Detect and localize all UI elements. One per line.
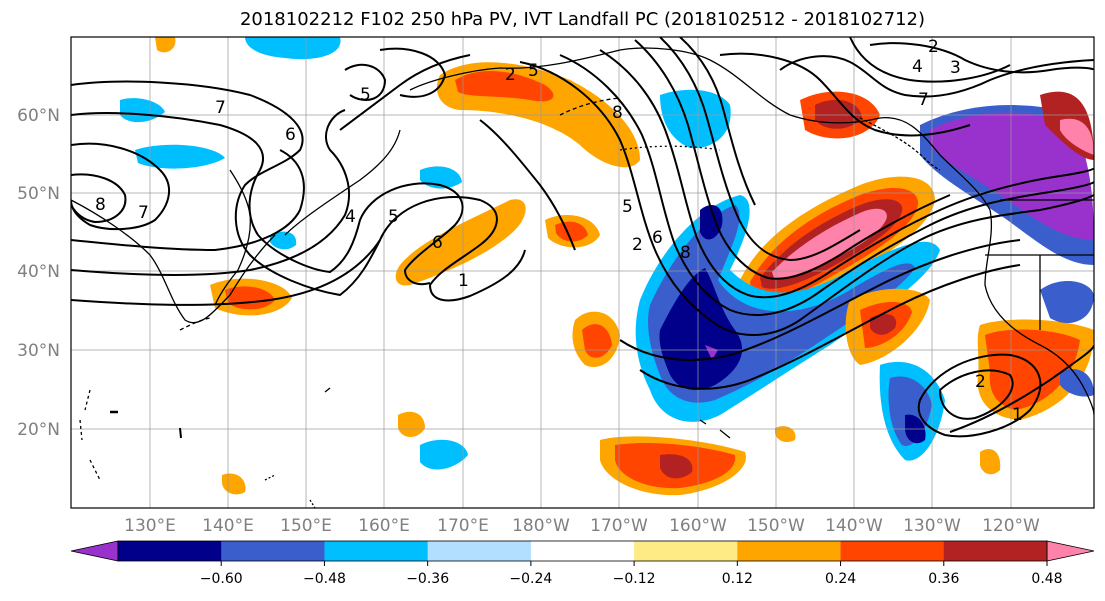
lon-label: 120°W [982,516,1040,536]
contour-labels: 7 6 8 7 5 4 5 6 1 5 2 8 5 2 6 8 2 3 7 4 … [95,37,1023,425]
lon-label: 130°E [124,516,176,536]
map-frame [70,36,1095,509]
lon-label: 150°W [747,516,805,536]
map-plot-area: 7 6 8 7 5 4 5 6 1 5 2 8 5 2 6 8 2 3 7 4 … [71,37,1094,508]
colorbar: −0.60 −0.48 −0.36 −0.24 −0.12 0.12 0.24 0.36 0.4… [70,540,1095,587]
lon-label: 150°E [280,516,332,536]
asia-coast [71,199,276,324]
contour-label: 8 [680,243,691,263]
contour-label: 5 [528,61,539,81]
colorbar-cell [324,541,429,561]
colorbar-tick-label: 0.36 [928,571,959,587]
colorbar-tick-label: −0.48 [303,571,346,587]
contour-label: 2 [928,37,939,57]
colorbar-tick-label: −0.24 [509,571,552,587]
contour-label: 6 [285,125,296,145]
colorbar-cell [943,541,1048,561]
contour-label: 3 [950,58,961,78]
colorbar-tick-label: −0.12 [613,571,656,587]
lon-label: 170°W [590,516,648,536]
contour-label: 4 [912,57,923,77]
colorbar-cell [737,541,842,561]
colorbar-cell [530,541,635,561]
colorbar-extend-max [1046,540,1095,562]
contour-label: 5 [622,197,633,217]
colorbar-cell [634,541,738,561]
contour-label: 6 [432,233,443,253]
lon-label: 160°W [669,516,727,536]
contour-label: 7 [215,98,226,118]
contour-label: 6 [652,228,663,248]
lon-label: 140°E [202,516,254,536]
colorbar-extend-min [70,540,119,562]
lat-label: 50°N [17,184,60,204]
colorbar-tick-label: −0.60 [200,571,243,587]
lat-label: 30°N [17,341,60,361]
contour-label: 2 [505,65,516,85]
contour-label: 2 [632,235,643,255]
contour-label: 4 [345,207,356,227]
latitude-labels: 60°N 50°N 40°N 30°N 20°N [17,106,60,440]
longitude-labels: 130°E 140°E 150°E 160°E 170°E 180°W 170°… [124,516,1040,536]
lon-label: 170°E [437,516,489,536]
colorbar-tick-label: 0.48 [1031,571,1062,587]
lon-label: 140°W [825,516,883,536]
lat-label: 20°N [17,420,60,440]
contour-label: 2 [975,372,986,392]
map-title: 2018102212 F102 250 hPa PV, IVT Landfall… [239,9,926,30]
contour-label: 7 [138,203,149,223]
contour-label: 7 [918,90,929,110]
contour-label: 1 [458,271,469,291]
colorbar-tick-label: 0.24 [825,571,856,587]
pv-contour [71,142,170,231]
pv-contour [71,80,526,302]
colorbar-tick-label: 0.12 [722,571,753,587]
contour-label: 1 [1012,405,1023,425]
lon-label: 160°E [358,516,410,536]
lon-label: 130°W [903,516,961,536]
colorbar-tick-label: −0.36 [406,571,449,587]
lat-label: 40°N [17,262,60,282]
contour-label: 8 [612,103,623,123]
colorbar-cell [221,541,325,561]
contour-label: 5 [388,207,399,227]
lon-label: 180°W [512,516,570,536]
lat-label: 60°N [17,106,60,126]
coastlines [71,47,1094,508]
pv-contours [71,37,1094,438]
colorbar-cell [118,541,222,561]
colorbar-cell [427,541,532,561]
contour-label: 8 [95,195,106,215]
gridlines [71,37,1094,508]
colorbar-cell [840,541,945,561]
contour-label: 5 [360,85,371,105]
